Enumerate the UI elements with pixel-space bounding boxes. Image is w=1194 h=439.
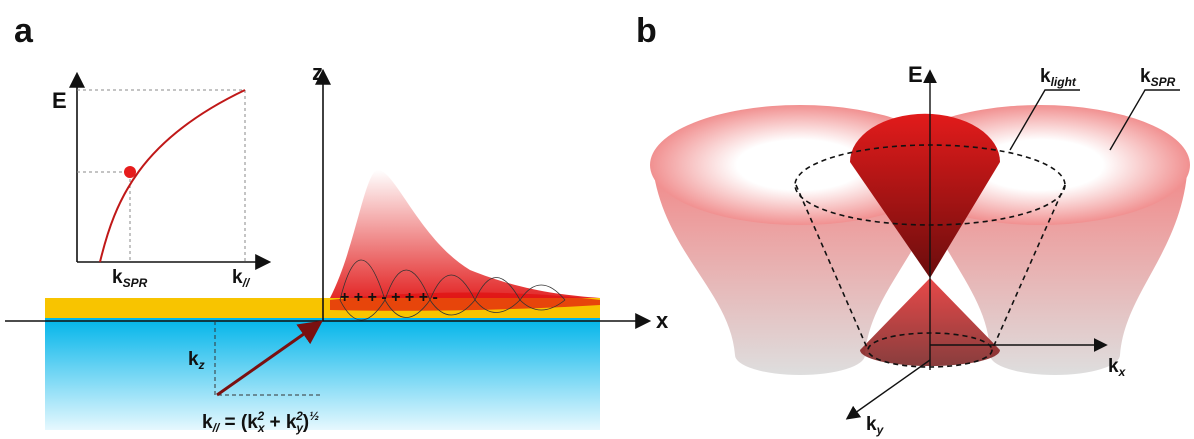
z-axis-label: z bbox=[312, 60, 323, 85]
e-axis-label: E bbox=[908, 62, 923, 87]
klight-label: klight bbox=[1040, 66, 1077, 89]
kx-label: kx bbox=[1108, 356, 1127, 379]
inset-y-label: E bbox=[52, 88, 67, 113]
formula: k// = (kx2 + ky2)½ bbox=[202, 409, 319, 435]
panel-label: a bbox=[14, 12, 34, 50]
kpar-label: k// bbox=[232, 267, 251, 290]
kspr-label: kSPR bbox=[112, 267, 148, 290]
kspr-label: kSPR bbox=[1140, 66, 1176, 89]
ky-label: ky bbox=[866, 414, 885, 437]
x-axis-label: x bbox=[656, 308, 669, 333]
panel-label: b bbox=[636, 12, 657, 50]
kz-label: kz bbox=[188, 349, 205, 372]
charges: + + + - + + + - bbox=[340, 289, 438, 306]
